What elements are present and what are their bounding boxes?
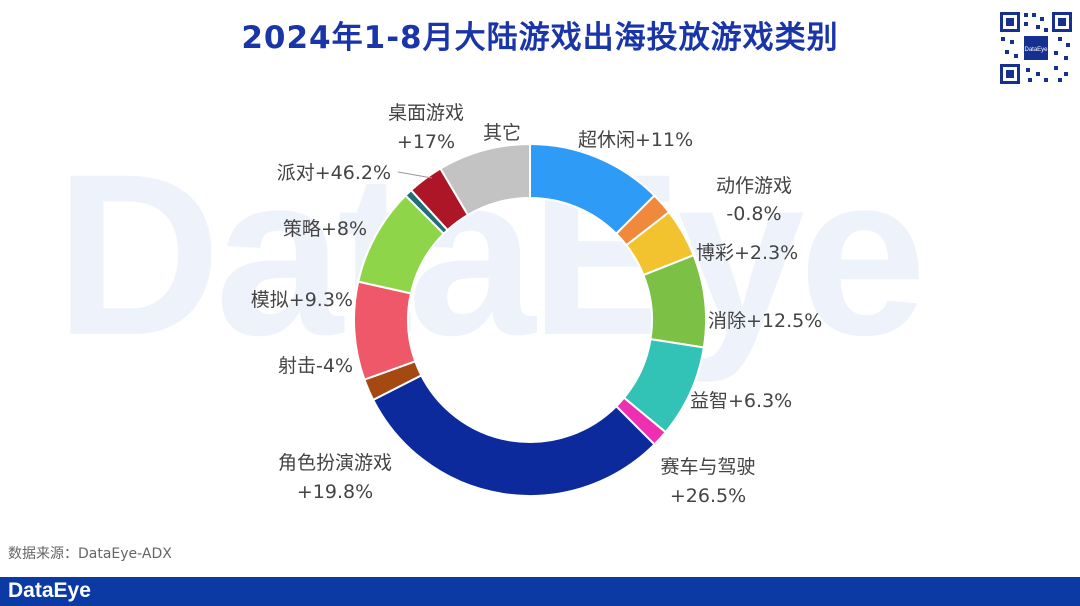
leader-lines [397, 171, 433, 179]
label-puzzle: 益智+6.3% [690, 390, 792, 412]
footer-logo: DataEye [8, 579, 91, 602]
qr-center-label: DataEye [1024, 47, 1048, 53]
slice-labels: 超休闲+11% 动作游戏-0.8% 博彩+2.3% 消除+12.5% 益智+6.… [251, 102, 823, 507]
label-other: 其它 [483, 122, 521, 144]
label-gambling: 博彩+2.3% [696, 242, 798, 264]
label-strategy: 策略+8% [283, 218, 367, 240]
label-party: 派对+46.2% [277, 162, 391, 184]
label-action: 动作游戏-0.8% [716, 175, 792, 225]
label-hyper-casual: 超休闲+11% [578, 129, 693, 151]
donut-slice-8 [353, 280, 417, 381]
label-match: 消除+12.5% [708, 310, 822, 332]
donut-slices [353, 142, 707, 497]
donut-slice-12 [439, 142, 531, 217]
qr-code: DataEye [998, 10, 1074, 86]
leader-line-party [397, 171, 433, 179]
label-shooting: 射击-4% [278, 355, 353, 377]
page-title: 2024年1-8月大陆游戏出海投放游戏类别 [241, 20, 839, 56]
label-rpg: 角色扮演游戏+19.8% [278, 452, 392, 503]
label-racing: 赛车与驾驶+26.5% [660, 456, 755, 507]
label-board: 桌面游戏+17% [388, 102, 464, 153]
data-source: 数据来源：DataEye-ADX [8, 546, 172, 562]
donut-slice-6 [371, 374, 656, 497]
label-simulation: 模拟+9.3% [251, 289, 353, 311]
footer-bar: DataEye [0, 577, 1080, 606]
